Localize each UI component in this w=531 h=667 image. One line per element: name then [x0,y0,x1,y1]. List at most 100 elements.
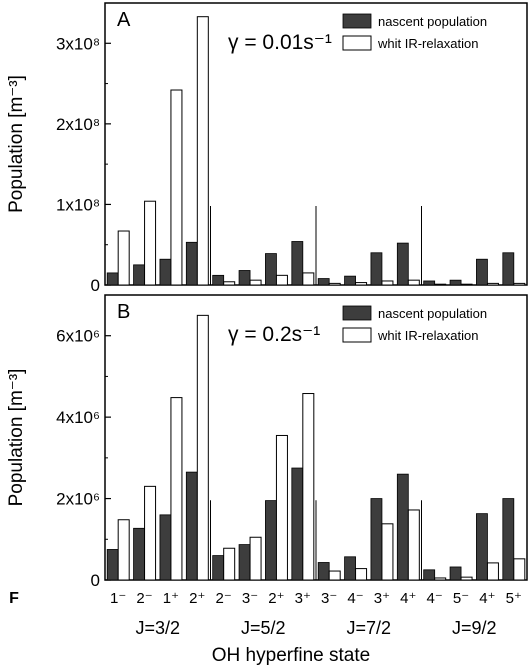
bar-ir-relaxation [144,200,157,286]
bar-nascent [476,513,488,581]
bar-nascent [502,252,515,286]
bar-ir-relaxation [355,568,368,581]
y-axis-label: Population [m⁻³] [6,75,27,213]
legend-label-ir: whit IR-relaxation [377,36,478,51]
x-tick-label: 4⁻ [347,590,363,607]
bar-nascent [159,258,172,286]
y-axis-label: Population [m⁻³] [6,369,27,507]
bar-nascent [106,272,119,286]
bar-nascent [423,569,436,581]
bar-nascent [370,498,383,581]
group-label: J=9/2 [452,618,497,638]
bar-ir-relaxation [407,509,420,581]
bar-ir-relaxation [223,547,236,581]
x-tick-label: 3⁺ [295,590,311,607]
bar-nascent [317,562,330,581]
bar-ir-relaxation [460,283,473,286]
x-axis-label: OH hyperfine state [212,645,370,666]
bar-nascent [344,556,356,581]
bar-nascent [238,270,251,286]
bar-ir-relaxation [302,272,315,286]
bar-nascent [133,264,145,286]
x-tick-label: 4⁺ [400,590,416,607]
x-tick-label: 5⁻ [453,590,469,607]
x-tick-label: 1⁺ [163,590,179,607]
bar-nascent [396,242,409,286]
bar-ir-relaxation [434,577,447,581]
bar-ir-relaxation [486,282,499,286]
panel-label: A [117,9,131,31]
bar-nascent [212,274,225,286]
bar-nascent [265,500,277,581]
bar-ir-relaxation [170,89,183,286]
bar-nascent [291,467,304,581]
bar-ir-relaxation [407,279,420,286]
bar-ir-relaxation [144,485,157,581]
bar-ir-relaxation [381,280,394,286]
bar-ir-relaxation [434,283,447,286]
bar-nascent [502,498,515,581]
x-tick-label: 5⁺ [506,590,522,607]
bar-ir-relaxation [117,230,130,286]
bar-nascent [265,253,277,286]
bar-nascent [106,549,119,581]
bar-ir-relaxation [170,397,183,581]
panel-label: B [117,301,130,323]
legend-swatch-nascent [342,305,372,321]
y-tick-label: 2x10⁶ [56,490,100,509]
bar-ir-relaxation [328,282,341,286]
bar-nascent [291,241,304,286]
y-tick-label: 3x10⁸ [56,34,100,53]
bar-nascent [449,279,462,286]
bar-ir-relaxation [381,523,394,581]
group-label: J=5/2 [241,618,286,638]
bar-ir-relaxation [249,279,262,286]
bar-ir-relaxation [355,282,368,286]
group-label: J=3/2 [135,618,180,638]
bar-nascent [449,566,462,581]
bar-ir-relaxation [460,576,473,581]
y-tick-label: 0 [91,571,100,590]
legend-label-ir: whit IR-relaxation [377,328,478,343]
bar-ir-relaxation [196,314,209,581]
bar-nascent [159,514,172,581]
bar-ir-relaxation [223,281,236,286]
x-tick-label: 3⁻ [321,590,337,607]
panel-b: 0 2x10⁶ 4x10⁶ 6x10⁶ Population [m⁻³] Bγ = 0.2… [6,294,528,590]
bar-nascent [396,473,409,581]
x-axis-labels: F 1⁻ 2⁻ 1⁺ 2⁺ 2⁻ 3⁻ 2⁺ 3⁺ 3⁻ 4⁻ 3⁺ 4⁺ 4⁻ 5⁻ 4⁺ 5⁺ J=3/2 J=… [9,590,522,666]
bar-nascent [238,544,251,581]
bar-ir-relaxation [328,570,341,581]
legend-swatch-ir [342,327,372,343]
bar-ir-relaxation [249,536,262,581]
gamma-annotation: γ = 0.2s⁻¹ [228,323,320,346]
y-tick-label: 1x10⁸ [56,195,100,214]
legend-swatch-ir [342,35,372,51]
legend-swatch-nascent [342,13,372,29]
x-tick-label: 3⁺ [374,590,390,607]
bar-ir-relaxation [513,282,526,286]
bar-ir-relaxation [486,562,499,581]
bar-nascent [212,555,225,581]
bar-ir-relaxation [196,16,209,286]
legend-label-nascent: nascent population [378,14,487,29]
bar-ir-relaxation [513,558,526,581]
bar-ir-relaxation [275,434,288,581]
bar-nascent [476,258,488,286]
x-axis-prefix: F [9,590,19,607]
x-tick-label: 2⁺ [189,590,205,607]
bar-nascent [317,278,330,286]
bar-ir-relaxation [302,393,315,581]
bar-nascent [370,252,383,286]
bar-nascent [344,275,356,286]
y-tick-label: 0 [91,276,100,295]
x-tick-label: 4⁺ [479,590,495,607]
y-tick-label: 6x10⁶ [56,327,100,346]
y-tick-label: 4x10⁶ [56,408,100,427]
bar-nascent [423,280,436,286]
y-tick-label: 2x10⁸ [56,115,100,134]
group-label: J=7/2 [346,618,391,638]
bar-nascent [185,241,198,286]
x-tick-label: 1⁻ [110,590,126,607]
